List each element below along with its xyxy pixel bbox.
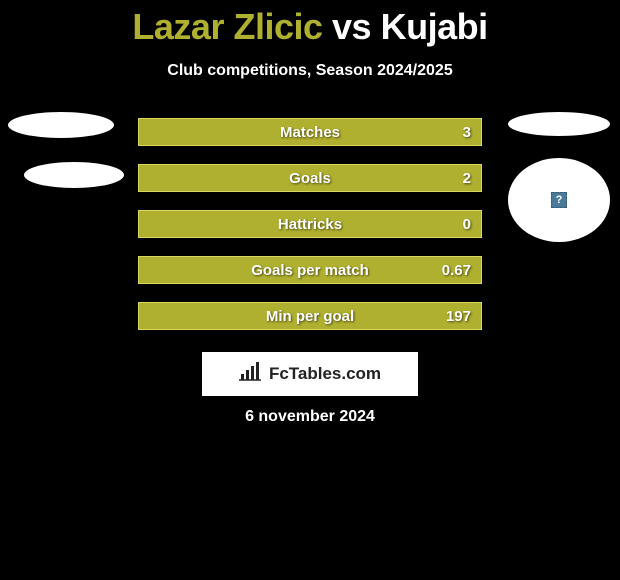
left-avatars [8,112,124,212]
player-left-name: Lazar Zlicic [132,6,322,47]
right-avatars: ? [508,112,610,242]
stat-label: Matches [280,124,340,141]
stat-value: 3 [463,124,471,141]
stat-value: 197 [446,308,471,325]
stat-value: 0.67 [442,262,471,279]
comparison-title: Lazar Zlicic vs Kujabi [0,0,620,48]
avatar-circle: ? [508,158,610,242]
stat-row: Goals per match 0.67 [138,256,482,284]
stat-row: Min per goal 197 [138,302,482,330]
vs-label: vs [332,6,371,47]
image-placeholder-icon: ? [551,192,567,208]
avatar-ellipse [8,112,114,138]
stat-row: Goals 2 [138,164,482,192]
stat-value: 0 [463,216,471,233]
player-right-name: Kujabi [381,6,488,47]
stat-label: Min per goal [266,308,354,325]
stat-label: Goals [289,170,331,187]
stat-label: Goals per match [251,262,369,279]
stats-table: Matches 3 Goals 2 Hattricks 0 Goals per … [138,118,482,348]
chart-icon [239,362,263,387]
stat-label: Hattricks [278,216,342,233]
stat-row: Hattricks 0 [138,210,482,238]
avatar-ellipse [508,112,610,136]
stat-value: 2 [463,170,471,187]
logo-text: FcTables.com [269,364,381,384]
stat-row: Matches 3 [138,118,482,146]
footer-logo: FcTables.com [202,352,418,396]
date-label: 6 november 2024 [0,408,620,426]
avatar-ellipse [24,162,124,188]
subtitle: Club competitions, Season 2024/2025 [0,62,620,80]
